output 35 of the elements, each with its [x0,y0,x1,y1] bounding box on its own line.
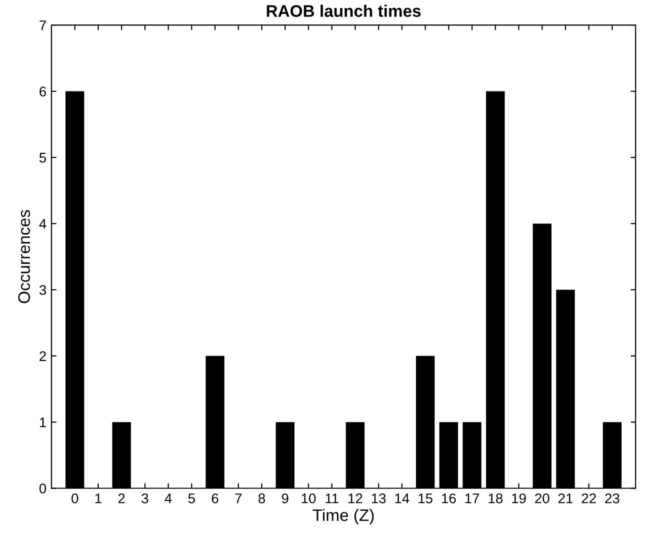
x-tick-label: 16 [442,493,456,504]
x-tick-label: 10 [302,493,316,504]
y-tick-label: 0 [39,484,46,494]
x-tick-label: 9 [282,493,288,504]
x-tick-label: 23 [605,493,620,504]
x-tick-label: 3 [142,493,148,504]
y-tick-label: 4 [39,219,46,229]
x-tick-label: 20 [535,493,550,504]
x-tick-label: 6 [212,493,218,504]
x-tick-label: 0 [72,493,78,504]
x-tick-label: 19 [512,493,526,504]
x-tick-label: 21 [558,493,573,504]
x-tick-label: 13 [372,493,386,504]
x-tick-label: 22 [582,493,596,504]
x-axis-title: Time (Z) [312,508,374,524]
y-tick-label: 3 [39,285,46,295]
x-tick-label: 15 [418,494,432,504]
x-tick-label: 4 [164,494,172,504]
x-tick-label: 8 [258,493,266,504]
x-tick-label: 1 [95,494,102,504]
x-tick-label: 14 [395,494,410,504]
y-tick-label: 6 [40,86,46,96]
chart-title: RAOB launch times [266,4,421,17]
y-tick-label: 2 [40,351,46,361]
y-tick-label: 1 [40,418,46,428]
x-tick-label: 5 [188,494,195,504]
x-tick-label: 2 [118,493,125,504]
x-tick-label: 11 [326,494,338,504]
y-axis-title: Occurrences [18,210,30,304]
x-tick-label: 17 [465,494,480,504]
x-tick-label: 7 [235,494,242,504]
y-tick-label: 5 [39,152,46,163]
x-tick-label: 12 [348,493,362,504]
y-tick-label: 7 [40,20,46,30]
x-tick-label: 18 [488,493,503,504]
